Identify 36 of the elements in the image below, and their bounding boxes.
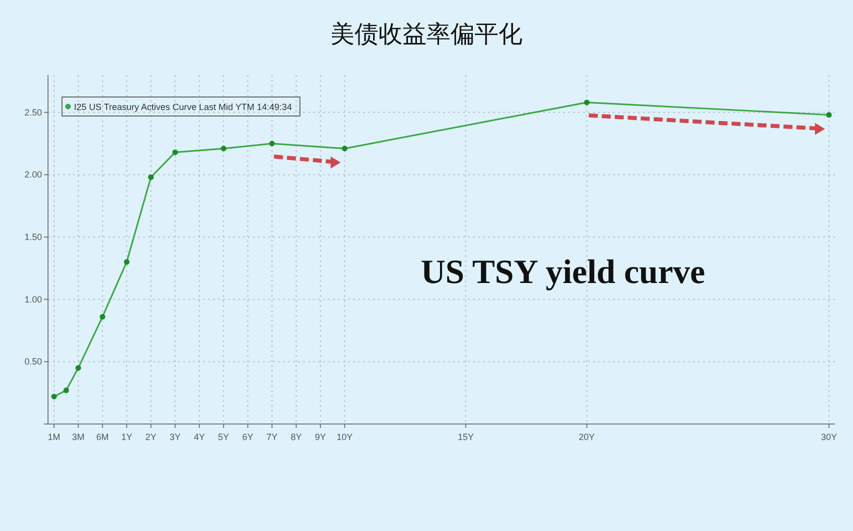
y-tick-label: 2.00 <box>24 170 42 180</box>
x-tick-label: 20Y <box>578 432 595 442</box>
x-tick-label: 8Y <box>290 432 302 442</box>
point <box>75 365 82 371</box>
x-tick-label: 4Y <box>194 432 205 442</box>
point <box>342 146 348 152</box>
y-tick-label: 1.50 <box>24 232 42 242</box>
x-tick-label: 6M <box>96 432 109 442</box>
x-tick-label: 7Y <box>266 432 278 442</box>
x-tick-label: 3Y <box>170 432 181 442</box>
x-tick-label: 5Y <box>218 432 230 442</box>
point <box>172 149 178 156</box>
x-tick-label: 3M <box>72 432 85 442</box>
point <box>220 146 226 152</box>
point <box>100 314 106 320</box>
x-tick-label: 1M <box>48 432 60 442</box>
point <box>826 112 832 118</box>
x-tick-label: 15Y <box>458 432 474 442</box>
y-tick-label: 0.50 <box>24 356 42 367</box>
x-tick-label: 1Y <box>121 432 132 442</box>
x-tick-label: 10Y <box>336 432 353 442</box>
x-tick-label: 9Y <box>314 432 326 442</box>
point <box>63 388 69 394</box>
point <box>148 174 154 180</box>
legend-label: I25 US Treasury Actives Curve Last Mid YTM 14:49:34 <box>74 102 292 112</box>
y-tick-label: 1.00 <box>24 294 42 304</box>
point <box>124 259 130 265</box>
point <box>51 394 57 400</box>
x-tick-label: 2Y <box>145 432 156 442</box>
chart-title: 美债收益率偏平化 <box>330 21 522 48</box>
x-tick-label: 30Y <box>820 432 837 442</box>
annotation: US TSY yield curve <box>420 254 706 291</box>
x-tick-label: 6Y <box>242 432 254 442</box>
point <box>584 100 590 106</box>
point <box>269 140 275 146</box>
y-tick-label: 2.50 <box>24 107 42 118</box>
